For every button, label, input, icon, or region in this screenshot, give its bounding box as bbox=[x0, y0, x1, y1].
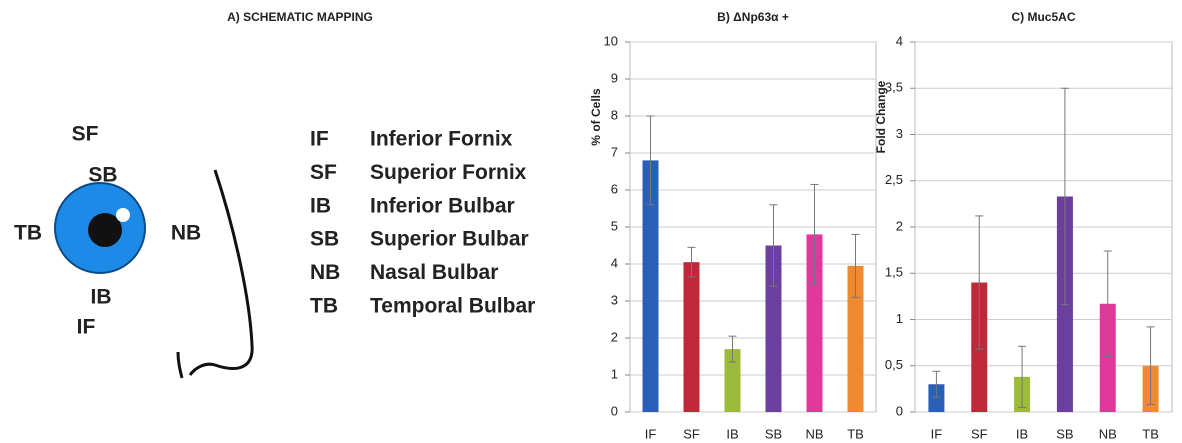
y-tick-label: 4 bbox=[611, 255, 618, 270]
chart-title: C) Muc5AC bbox=[1011, 10, 1075, 24]
legend-abbrev: SB bbox=[310, 228, 339, 251]
legend-abbrev: TB bbox=[310, 295, 338, 318]
x-tick-label: TB bbox=[1142, 426, 1159, 441]
y-tick-label: 0,5 bbox=[885, 357, 903, 372]
x-tick-label: IB bbox=[726, 426, 738, 441]
x-tick-label: SB bbox=[765, 426, 782, 441]
figure: A) SCHEMATIC MAPPING SF SB TB NB IB IF I… bbox=[0, 0, 1182, 443]
legend-name: Nasal Bulbar bbox=[370, 261, 498, 284]
x-tick-label: SF bbox=[683, 426, 700, 441]
y-tick-label: 3,5 bbox=[885, 80, 903, 95]
y-tick-label: 0 bbox=[611, 403, 618, 418]
legend-abbrev: IF bbox=[310, 128, 329, 151]
x-tick-label: SF bbox=[971, 426, 988, 441]
x-tick-label: TB bbox=[847, 426, 864, 441]
y-tick-label: 3 bbox=[611, 292, 618, 307]
y-tick-label: 5 bbox=[611, 218, 618, 233]
y-tick-label: 7 bbox=[611, 144, 618, 159]
legend-name: Superior Fornix bbox=[370, 161, 527, 184]
eye-label: IB bbox=[91, 286, 112, 309]
x-tick-label: IF bbox=[931, 426, 943, 441]
y-tick-label: 9 bbox=[611, 70, 618, 85]
eye-label: NB bbox=[171, 222, 201, 245]
y-tick-label: 4 bbox=[896, 33, 903, 48]
y-tick-label: 2,5 bbox=[885, 172, 903, 187]
y-tick-label: 6 bbox=[611, 181, 618, 196]
eye-label: SB bbox=[88, 164, 117, 187]
nose-outline bbox=[178, 170, 252, 378]
x-tick-label: IF bbox=[645, 426, 657, 441]
eye-label: IF bbox=[77, 316, 96, 339]
eye-label: TB bbox=[14, 222, 42, 245]
y-tick-label: 8 bbox=[611, 107, 618, 122]
bar bbox=[684, 262, 700, 412]
legend-abbrev: NB bbox=[310, 261, 340, 284]
y-tick-label: 0 bbox=[896, 403, 903, 418]
x-tick-label: NB bbox=[1099, 426, 1117, 441]
x-tick-label: IB bbox=[1016, 426, 1028, 441]
y-tick-label: 2 bbox=[896, 218, 903, 233]
y-tick-label: 1 bbox=[896, 311, 903, 326]
y-tick-label: 10 bbox=[604, 33, 618, 48]
panel-title: A) SCHEMATIC MAPPING bbox=[227, 10, 373, 24]
y-tick-label: 2 bbox=[611, 329, 618, 344]
x-tick-label: SB bbox=[1056, 426, 1073, 441]
legend-name: Inferior Fornix bbox=[370, 128, 513, 151]
legend-abbrev: SF bbox=[310, 161, 337, 184]
eye-highlight bbox=[116, 208, 130, 222]
legend-name: Superior Bulbar bbox=[370, 228, 529, 251]
eye-label: SF bbox=[72, 123, 99, 146]
y-tick-label: 1 bbox=[611, 366, 618, 381]
chart-title: B) ΔNp63α + bbox=[717, 10, 789, 24]
legend-abbrev: IB bbox=[310, 194, 331, 217]
legend-name: Temporal Bulbar bbox=[370, 295, 535, 318]
y-axis-label: % of Cells bbox=[589, 88, 603, 146]
y-tick-label: 3 bbox=[896, 126, 903, 141]
legend-name: Inferior Bulbar bbox=[370, 194, 515, 217]
x-tick-label: NB bbox=[805, 426, 823, 441]
y-tick-label: 1,5 bbox=[885, 265, 903, 280]
